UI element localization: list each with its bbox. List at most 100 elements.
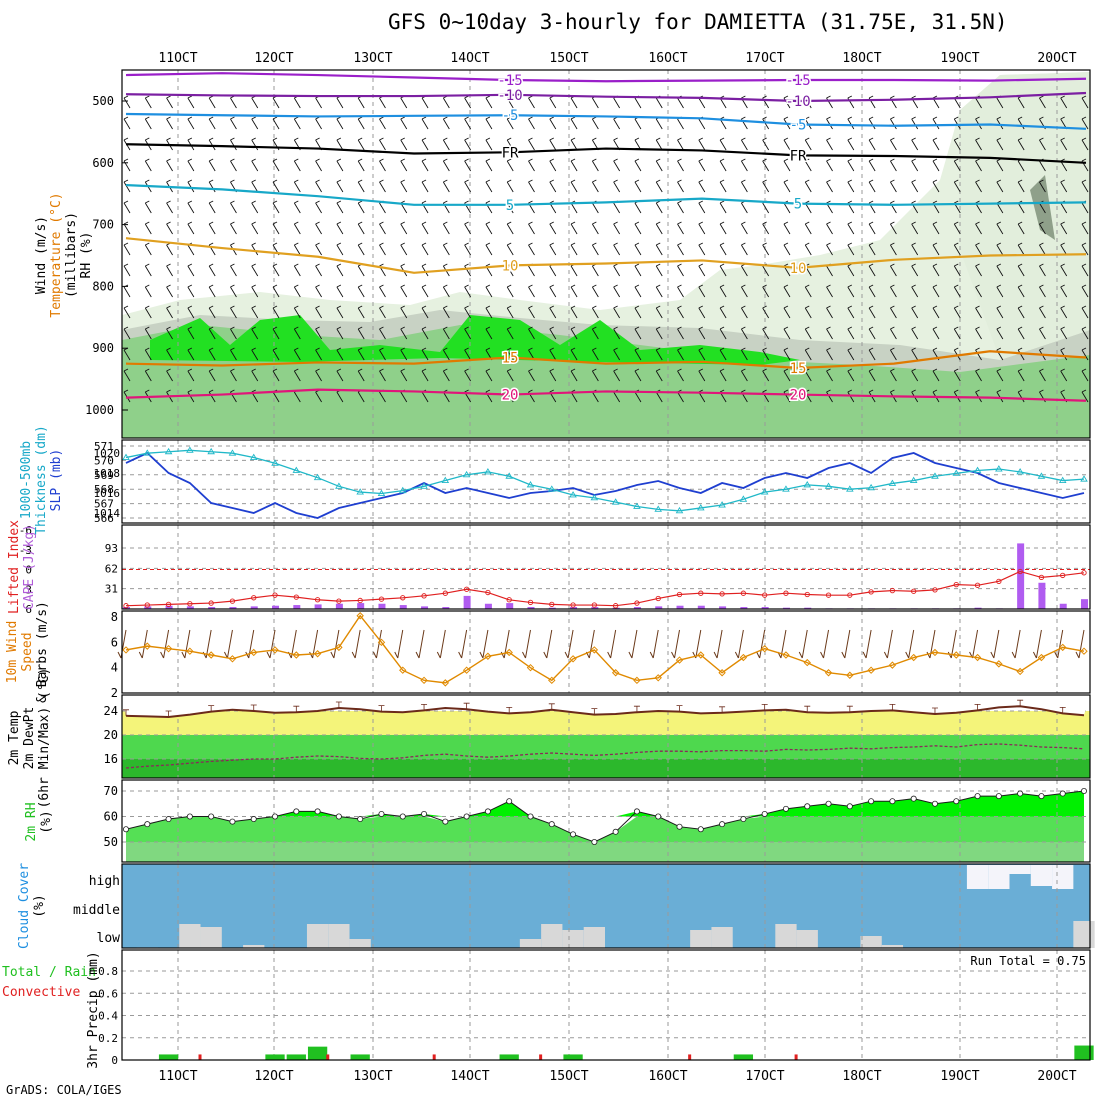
- wind-barb: [634, 326, 642, 340]
- wind-barb: [506, 242, 514, 256]
- wind-barb: [847, 137, 855, 151]
- wind-barb: [890, 368, 897, 382]
- wind-barb: [251, 116, 259, 130]
- wind-barb: [613, 158, 621, 172]
- rh-marker: [314, 808, 321, 815]
- wind-barb: [804, 158, 812, 172]
- thickness-marker: [697, 504, 705, 511]
- wind-barb: [890, 263, 897, 277]
- wind-barb: [591, 221, 599, 235]
- li-marker: [783, 590, 789, 596]
- wind-barb: [293, 305, 301, 319]
- wind-barb: [868, 242, 876, 256]
- wind-barb: [421, 284, 429, 298]
- thickness-marker: [143, 449, 152, 456]
- axis-label: Temperature (°C): [49, 192, 64, 317]
- cloud-low-bar: [562, 930, 584, 948]
- wind-barb-10m: [969, 629, 979, 659]
- wind-barb: [719, 326, 727, 340]
- axis-label: (6hr Min/Max) (°C): [37, 668, 52, 809]
- y-tick-label-right: 1020: [94, 447, 121, 460]
- y-tick-label-left: 566: [94, 512, 114, 525]
- rh-marker: [1038, 793, 1045, 800]
- wind-barb: [996, 305, 1004, 319]
- wind-barb: [975, 326, 982, 340]
- wind-barb: [677, 263, 684, 277]
- wind-barb: [804, 95, 812, 109]
- axis-label: & Barbs (m/s): [35, 601, 50, 703]
- wind-barb: [400, 368, 408, 382]
- wind-barb: [591, 179, 599, 193]
- wind-barb-10m: [436, 629, 446, 659]
- wind-barb: [740, 242, 748, 256]
- thickness-marker: [654, 505, 663, 512]
- thickness-line: [125, 449, 1085, 512]
- wind-barb: [890, 158, 897, 172]
- temp-minmax-bar: [804, 705, 811, 713]
- cape-bar: [1038, 582, 1046, 609]
- y-tick-label: 500: [92, 94, 114, 108]
- wind-barb: [230, 326, 237, 340]
- wind-barb: [1017, 347, 1025, 361]
- li-marker: [740, 590, 747, 596]
- wind-barb: [421, 347, 429, 361]
- wind-barb: [293, 200, 301, 214]
- isotherm-15: [125, 350, 1087, 370]
- wind-barb: [123, 200, 131, 214]
- wind-barb: [570, 368, 578, 382]
- wind-barb: [1060, 284, 1068, 298]
- wind-barb: [804, 137, 812, 151]
- wind-barb: [442, 221, 450, 235]
- wind-barb: [251, 263, 259, 277]
- wind-barb: [634, 347, 642, 361]
- wind-barb: [187, 95, 195, 109]
- isotherm-label: -10: [785, 94, 810, 110]
- wind-barb: [975, 284, 982, 298]
- thickness-marker: [122, 453, 130, 460]
- y-tick-label-right: 1014: [94, 507, 121, 520]
- temp-minmax-bar: [463, 702, 470, 710]
- dewpt-line: [125, 743, 1085, 769]
- axis-label: 2m DewPt: [22, 707, 37, 770]
- wind-barb: [868, 179, 876, 193]
- wind-barb: [783, 158, 791, 172]
- wind-barb: [400, 305, 408, 319]
- cloud-low-bar: [349, 939, 371, 948]
- wind-speed-marker: [846, 671, 854, 679]
- wind-barb: [549, 221, 557, 235]
- li-marker: [655, 595, 661, 602]
- wind-barb: [379, 116, 386, 130]
- wind-barb: [996, 137, 1004, 151]
- wind-barb: [485, 242, 493, 256]
- precip-legend-convective: Convective: [2, 985, 80, 1000]
- wind-barb: [208, 158, 216, 172]
- axis-label: CAPE (J/kg): [22, 524, 37, 610]
- wind-barb: [272, 221, 280, 235]
- wind-barb: [293, 284, 301, 298]
- upper-air-ylabel: Wind (m/s) Temperature (°C) (millibars) RH …: [34, 192, 94, 317]
- y-tick-label-left: 0: [25, 564, 32, 577]
- wind-barb: [442, 116, 450, 130]
- wind-barb: [570, 179, 578, 193]
- wind-barb: [911, 158, 919, 172]
- thickness-marker: [888, 479, 897, 486]
- cloud-frame: [121, 863, 1091, 949]
- wind-barb: [506, 137, 514, 151]
- thickness-marker: [952, 469, 961, 476]
- li-marker: [676, 591, 683, 598]
- y-tick-label: 8: [111, 610, 118, 624]
- li-marker: [868, 589, 874, 595]
- wind-barb: [932, 158, 940, 172]
- rh-marker: [1059, 790, 1066, 797]
- wind-barb: [677, 326, 684, 340]
- upper-air-frame: [121, 69, 1091, 439]
- wind-barb: [762, 368, 770, 382]
- wind-barb: [826, 284, 833, 298]
- wind-barb: [357, 284, 365, 298]
- wind-barb: [890, 305, 897, 319]
- precip-total-bar: [563, 1054, 583, 1060]
- wind-barb: [613, 221, 621, 235]
- wind-speed-marker: [462, 666, 471, 674]
- li-marker: [123, 603, 129, 609]
- rh-marker: [378, 810, 385, 817]
